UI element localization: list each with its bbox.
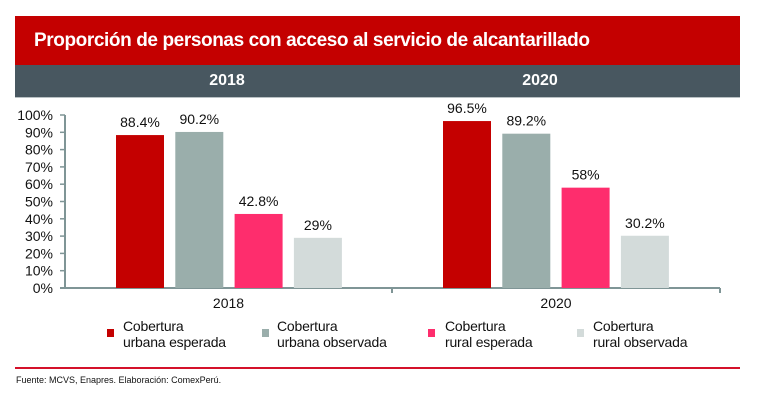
bar-data-label: 30.2% bbox=[625, 215, 665, 231]
y-tick-label: 70% bbox=[25, 159, 53, 175]
bar-data-label: 42.8% bbox=[239, 193, 279, 209]
y-tick-label: 60% bbox=[25, 176, 53, 192]
bar-data-label: 96.5% bbox=[447, 100, 487, 116]
legend-label: Cobertura urbana esperada bbox=[123, 318, 226, 350]
source-note: Fuente: MCVS, Enapres. Elaboración: Come… bbox=[16, 375, 222, 385]
bar-data-label: 58% bbox=[572, 167, 600, 183]
chart-title: Proporción de personas con acceso al ser… bbox=[34, 30, 590, 51]
bar bbox=[116, 135, 164, 288]
legend-marker bbox=[107, 329, 114, 337]
legend-marker bbox=[262, 329, 269, 337]
bar bbox=[561, 187, 610, 288]
legend-label-line1: Cobertura bbox=[593, 318, 654, 334]
legend-label-line1: Cobertura bbox=[277, 318, 338, 334]
y-tick-label: 10% bbox=[25, 263, 53, 279]
legend-label: Cobertura urbana observada bbox=[277, 318, 387, 350]
bar-data-label: 88.4% bbox=[120, 114, 160, 130]
y-tick-label: 50% bbox=[25, 194, 53, 210]
bar-data-label: 90.2% bbox=[179, 111, 219, 127]
bar bbox=[234, 213, 283, 288]
y-tick-label: 0% bbox=[33, 280, 53, 296]
bar-data-label: 89.2% bbox=[506, 113, 546, 129]
legend-label-line1: Cobertura bbox=[123, 318, 184, 334]
y-tick-label: 80% bbox=[25, 142, 53, 158]
bar bbox=[620, 235, 669, 288]
footer-divider bbox=[15, 367, 740, 369]
bar-data-label: 29% bbox=[304, 217, 332, 233]
year-header-2018: 2018 bbox=[209, 72, 245, 89]
bar bbox=[175, 131, 224, 288]
y-tick-label: 100% bbox=[17, 107, 53, 123]
legend-label-line1: Cobertura bbox=[445, 318, 506, 334]
legend-label-line2: rural observada bbox=[593, 334, 688, 350]
bar bbox=[502, 133, 551, 288]
title-band: Proporción de personas con acceso al ser… bbox=[15, 16, 740, 65]
x-category-label: 2018 bbox=[213, 295, 244, 311]
bar bbox=[443, 121, 491, 289]
legend-label-line2: urbana observada bbox=[277, 334, 387, 350]
bar bbox=[293, 237, 342, 288]
y-tick-label: 20% bbox=[25, 245, 53, 261]
year-header-2020: 2020 bbox=[522, 72, 558, 89]
y-tick-label: 30% bbox=[25, 228, 53, 244]
year-header-band: 2018 2020 bbox=[15, 65, 740, 98]
x-category-label: 2020 bbox=[540, 295, 571, 311]
legend-label: Cobertura rural observada bbox=[593, 318, 687, 350]
legend-label-line2: urbana esperada bbox=[123, 334, 226, 350]
legend-label-line2: rural esperada bbox=[445, 334, 533, 350]
legend-marker bbox=[428, 329, 435, 337]
y-tick-label: 90% bbox=[25, 124, 53, 140]
legend-marker bbox=[577, 329, 584, 337]
legend-label: Cobertura rural esperada bbox=[445, 318, 533, 350]
y-tick-label: 40% bbox=[25, 211, 53, 227]
